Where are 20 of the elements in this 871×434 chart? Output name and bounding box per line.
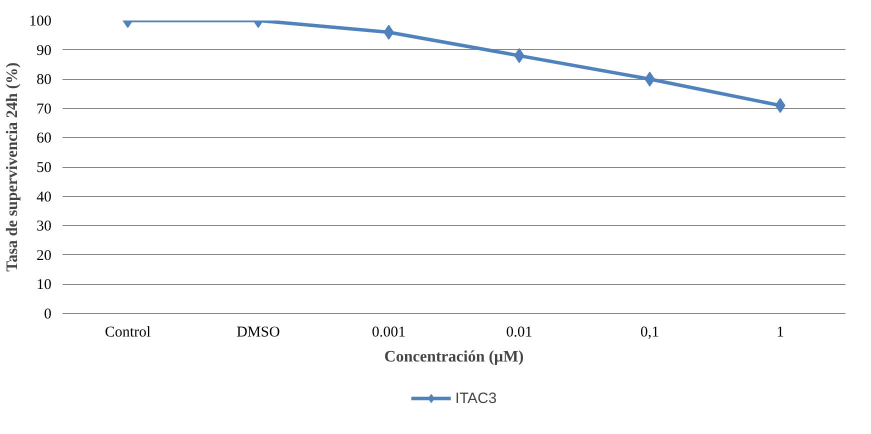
y-tick-label: 10: [36, 277, 52, 294]
x-tick-label: DMSO: [236, 324, 280, 340]
x-tick-label: 1: [776, 324, 784, 340]
y-tick-label: 30: [36, 218, 52, 235]
y-tick-label: 20: [36, 248, 52, 264]
y-tick-label: 0: [44, 306, 52, 322]
x-tick-label: Control: [104, 324, 151, 340]
x-tick-label: 0.01: [506, 324, 532, 340]
x-tick-label: 0.001: [372, 324, 406, 340]
y-axis-title: Tasa de supervivencia 24h (%): [4, 62, 21, 272]
y-tick-label: 60: [36, 130, 52, 147]
y-tick-label: 90: [36, 42, 52, 59]
y-tick-label: 80: [36, 72, 52, 88]
y-tick-label: 40: [36, 189, 52, 206]
y-tick-label: 70: [36, 101, 52, 118]
x-axis-title: Concentración (µM): [384, 348, 524, 366]
y-tick-label: 100: [29, 14, 52, 30]
x-tick-label: 0,1: [640, 324, 660, 340]
legend-label: ITAC3: [455, 390, 497, 406]
y-tick-label: 50: [36, 160, 52, 176]
